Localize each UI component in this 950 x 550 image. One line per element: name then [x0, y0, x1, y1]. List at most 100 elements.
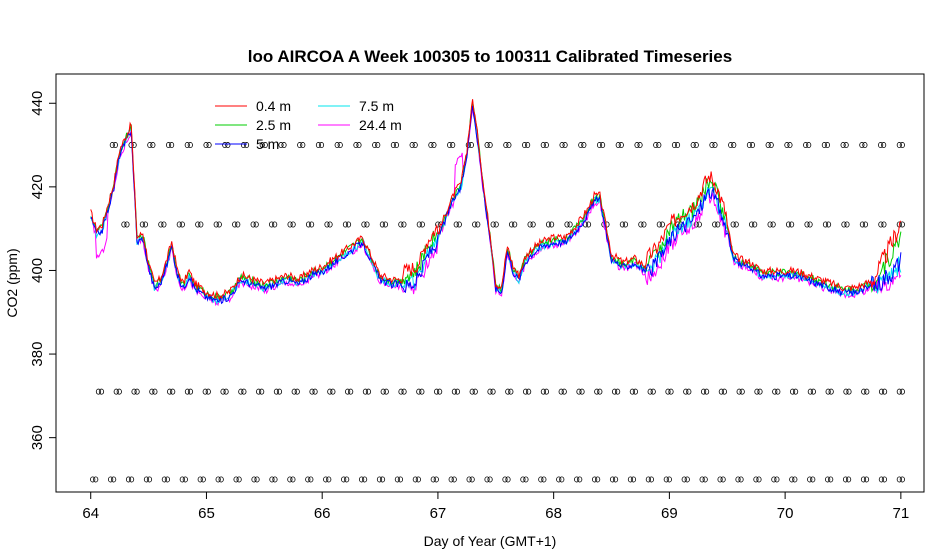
reference-marker [254, 476, 260, 483]
reference-marker [453, 221, 459, 228]
reference-marker [559, 476, 565, 483]
reference-marker [558, 388, 564, 395]
reference-marker [733, 221, 739, 228]
reference-marker [804, 221, 810, 228]
reference-marker [821, 142, 828, 149]
reference-marker [545, 221, 552, 228]
reference-marker [203, 142, 209, 149]
reference-marker [564, 221, 570, 228]
reference-marker [134, 388, 140, 395]
reference-marker [899, 388, 905, 395]
reference-marker [472, 221, 478, 228]
reference-marker [348, 388, 354, 395]
reference-marker [752, 221, 758, 228]
reference-marker [524, 142, 531, 149]
reference-marker [728, 142, 734, 149]
reference-marker [146, 476, 153, 483]
reference-marker [437, 388, 443, 395]
y-tick-label: 420 [29, 174, 46, 199]
reference-marker [419, 388, 425, 395]
reference-marker [825, 388, 831, 395]
reference-marker [693, 142, 699, 149]
reference-marker [619, 221, 626, 228]
reference-marker [344, 476, 350, 483]
reference-marker [216, 221, 222, 228]
reference-marker [592, 476, 598, 483]
legend-label: 0.4 m [256, 98, 291, 114]
reference-marker [878, 142, 884, 149]
reference-marker [690, 142, 696, 149]
reference-marker [788, 221, 795, 228]
x-tick-label: 67 [430, 505, 447, 522]
reference-marker [807, 388, 813, 395]
reference-marker [784, 142, 790, 149]
reference-marker [899, 221, 905, 228]
reference-marker [683, 388, 689, 395]
reference-marker [493, 221, 499, 228]
reference-marker [541, 476, 547, 483]
reference-marker [767, 221, 773, 228]
reference-marker [222, 142, 228, 149]
reference-marker [305, 476, 311, 483]
reference-marker [520, 476, 526, 483]
reference-marker [561, 388, 567, 395]
reference-marker [272, 476, 278, 483]
y-tick-label: 440 [29, 91, 46, 116]
reference-marker [450, 142, 456, 149]
reference-marker [318, 142, 325, 149]
reference-marker [305, 221, 312, 228]
reference-marker [730, 221, 736, 228]
reference-marker [543, 142, 549, 149]
reference-marker [618, 142, 624, 149]
reference-marker [287, 221, 293, 228]
reference-marker [218, 476, 224, 483]
reference-marker [668, 388, 674, 395]
reference-marker [345, 388, 351, 395]
reference-marker [250, 221, 256, 228]
reference-marker [693, 221, 699, 228]
reference-marker [341, 476, 347, 483]
reference-marker [861, 388, 867, 395]
reference-marker [241, 388, 247, 395]
legend: 0.4 m 2.5 m 5 m 7.5 m 24.4 m [215, 98, 402, 152]
reference-marker [356, 142, 362, 149]
y-axis: 360 380 400 420 440 [29, 91, 57, 450]
reference-marker [768, 142, 774, 149]
reference-marker [582, 221, 589, 228]
reference-marker [645, 476, 651, 483]
reference-marker [128, 142, 134, 149]
reference-marker [433, 476, 439, 483]
reference-marker [597, 388, 603, 395]
reference-marker [574, 476, 580, 483]
reference-marker [843, 142, 849, 149]
reference-marker [505, 388, 511, 395]
reference-marker [215, 476, 221, 483]
x-tick-label: 68 [545, 505, 562, 522]
reference-marker [469, 476, 475, 483]
reference-marker [771, 476, 777, 483]
reference-marker [789, 476, 795, 483]
reference-marker [548, 221, 555, 228]
reference-marker [161, 221, 167, 228]
reference-marker [585, 221, 592, 228]
reference-marker [656, 221, 662, 228]
reference-marker [792, 388, 799, 395]
reference-marker [556, 476, 562, 483]
reference-marker [596, 142, 603, 149]
reference-marker [251, 476, 257, 483]
reference-marker [179, 221, 185, 228]
reference-marker [112, 142, 118, 149]
reference-marker [147, 142, 153, 149]
reference-marker [431, 142, 437, 149]
reference-marker [308, 221, 315, 228]
reference-marker [220, 388, 226, 395]
reference-marker [581, 142, 587, 149]
reference-marker [681, 476, 687, 483]
reference-marker [630, 476, 637, 483]
reference-marker [184, 142, 190, 149]
reference-marker [398, 221, 404, 228]
reference-marker [416, 221, 422, 228]
reference-marker [810, 388, 816, 395]
reference-marker [278, 142, 284, 149]
reference-marker [792, 476, 798, 483]
